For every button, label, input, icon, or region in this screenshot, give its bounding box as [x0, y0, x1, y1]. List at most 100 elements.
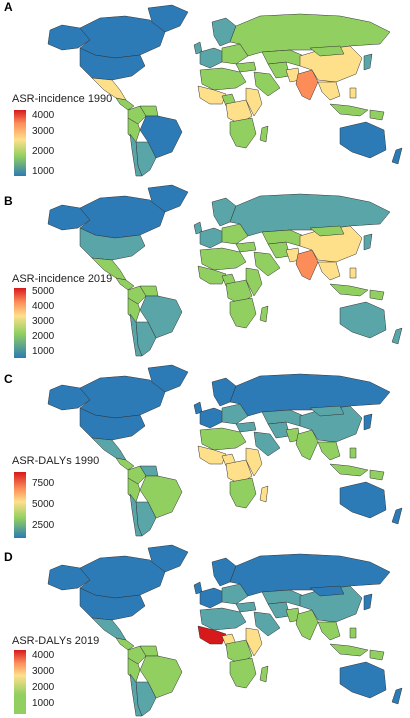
region-mongolia	[309, 225, 345, 237]
region-japan	[363, 413, 373, 431]
legend-tick-c-1: 5000	[32, 499, 55, 510]
region-alaska	[47, 204, 91, 231]
legend-colorbar-c	[14, 472, 26, 538]
region-brazil	[139, 475, 183, 519]
legend-tick-d-1: 3000	[32, 666, 55, 677]
legend-tick-a-1: 3000	[32, 126, 55, 137]
map-panel-d: D ASR-DALYs 2019 4000 3000 2000 1000	[0, 540, 410, 718]
region-arabia	[253, 611, 281, 637]
legend-tick-d-0: 4000	[32, 650, 55, 661]
region-madagascar	[259, 485, 269, 503]
region-australia	[339, 661, 387, 699]
region-northafrica	[199, 427, 247, 451]
legend-title-d: ASR-DALYs 2019	[12, 635, 100, 647]
region-mongolia	[309, 585, 345, 597]
region-easteurope	[221, 43, 249, 65]
region-png	[369, 469, 385, 481]
legend-tick-b-4: 1000	[32, 346, 55, 357]
region-russia	[229, 13, 391, 57]
region-australia	[339, 301, 387, 339]
region-seasia	[317, 441, 341, 461]
region-indonesia	[329, 463, 369, 477]
region-seasia	[317, 261, 341, 281]
panel-label-b: B	[4, 194, 13, 208]
region-australia	[339, 121, 387, 159]
legend-tick-b-1: 4000	[32, 301, 55, 312]
region-philippines	[349, 627, 357, 639]
region-northafrica	[199, 607, 247, 631]
world-map-c	[47, 364, 403, 537]
region-colombia	[127, 105, 147, 125]
world-map-a	[47, 4, 403, 177]
region-brazil	[139, 295, 183, 339]
legend-tick-c-0: 7500	[32, 478, 55, 489]
region-usa	[79, 47, 146, 81]
region-seasia	[317, 621, 341, 641]
region-usa	[79, 587, 146, 621]
region-brazil	[139, 655, 183, 699]
region-southafrica	[229, 117, 257, 149]
region-russia	[229, 553, 391, 597]
region-eastafrica	[245, 87, 263, 117]
region-indonesia	[329, 283, 369, 297]
region-chile	[129, 493, 143, 537]
region-mongolia	[309, 45, 345, 57]
region-northafrica	[199, 67, 247, 91]
map-panel-c: C ASR-DALYs 1990 7500 5000 2500	[0, 360, 410, 538]
region-eastafrica	[245, 447, 263, 477]
region-southafrica	[229, 477, 257, 509]
region-westeurope	[199, 227, 225, 249]
region-russia	[229, 373, 391, 417]
legend-colorbar-a	[14, 110, 26, 176]
region-colombia	[127, 645, 147, 665]
region-nz	[391, 687, 403, 705]
region-westafrica	[197, 265, 227, 285]
region-centralam	[115, 457, 135, 471]
region-madagascar	[259, 305, 269, 323]
region-greenland	[147, 4, 189, 33]
region-westeurope	[199, 47, 225, 69]
legend-title-a: ASR-incidence 1990	[12, 93, 113, 105]
region-southafrica	[229, 297, 257, 329]
region-png	[369, 289, 385, 301]
region-png	[369, 649, 385, 661]
legend-tick-a-0: 4000	[32, 110, 55, 121]
world-map-d	[47, 544, 403, 717]
region-turkey	[235, 241, 257, 253]
region-japan	[363, 53, 373, 71]
legend-title-b: ASR-incidence 2019	[12, 273, 113, 285]
region-arabia	[253, 71, 281, 97]
region-mongolia	[309, 405, 345, 417]
region-philippines	[349, 447, 357, 459]
region-madagascar	[259, 125, 269, 143]
panel-label-c: C	[4, 372, 13, 386]
map-panel-a: A ASR-incidence 1990 4000 3000 2000 1000	[0, 0, 410, 178]
region-westeurope	[199, 407, 225, 429]
region-nz	[391, 147, 403, 165]
region-nz	[391, 327, 403, 345]
region-chile	[129, 313, 143, 357]
region-alaska	[47, 24, 91, 51]
region-madagascar	[259, 665, 269, 683]
legend-tick-d-2: 2000	[32, 682, 55, 693]
region-alaska	[47, 564, 91, 591]
region-philippines	[349, 87, 357, 99]
legend-tick-a-3: 1000	[32, 166, 55, 177]
region-westafrica	[197, 85, 227, 105]
region-indonesia	[329, 643, 369, 657]
region-turkey	[235, 421, 257, 433]
legend-tick-a-2: 2000	[32, 146, 55, 157]
region-westafrica	[197, 625, 227, 645]
world-map-b	[47, 184, 403, 357]
region-arabia	[253, 431, 281, 457]
region-easteurope	[221, 403, 249, 425]
region-greenland	[147, 184, 189, 213]
legend-tick-d-3: 1000	[32, 698, 55, 709]
region-alaska	[47, 384, 91, 411]
region-westafrica	[197, 445, 227, 465]
region-northafrica	[199, 247, 247, 271]
region-japan	[363, 593, 373, 611]
region-eastafrica	[245, 267, 263, 297]
region-indonesia	[329, 103, 369, 117]
region-greenland	[147, 544, 189, 573]
